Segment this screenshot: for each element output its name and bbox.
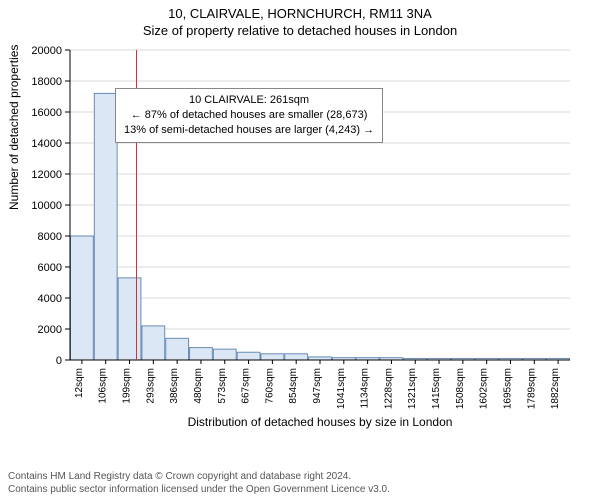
svg-text:854sqm: 854sqm xyxy=(288,368,299,404)
svg-text:760sqm: 760sqm xyxy=(264,368,275,404)
histogram-bar xyxy=(118,278,141,360)
histogram-bar xyxy=(190,348,213,360)
footer-line2: Contains public sector information licen… xyxy=(8,483,390,496)
x-axis-label: Distribution of detached houses by size … xyxy=(188,415,453,429)
annotation-line1: 10 CLAIRVALE: 261sqm xyxy=(124,93,374,108)
histogram-bar xyxy=(166,338,189,360)
annotation-line2: ← 87% of detached houses are smaller (28… xyxy=(124,108,374,123)
svg-text:10000: 10000 xyxy=(31,200,62,212)
svg-text:386sqm: 386sqm xyxy=(169,368,180,404)
svg-text:667sqm: 667sqm xyxy=(241,368,252,404)
annotation-line3: 13% of semi-detached houses are larger (… xyxy=(124,123,374,138)
y-axis-label: Number of detached properties xyxy=(7,45,21,210)
histogram-bar xyxy=(142,326,165,360)
svg-text:0: 0 xyxy=(56,355,62,367)
svg-text:947sqm: 947sqm xyxy=(312,368,323,404)
svg-text:1602sqm: 1602sqm xyxy=(479,368,490,409)
page-title-line1: 10, CLAIRVALE, HORNCHURCH, RM11 3NA xyxy=(0,6,600,21)
svg-text:480sqm: 480sqm xyxy=(193,368,204,404)
histogram-bar xyxy=(94,93,117,360)
histogram-bar xyxy=(213,349,236,360)
histogram-bar xyxy=(285,354,308,360)
svg-text:1415sqm: 1415sqm xyxy=(431,368,442,409)
svg-text:199sqm: 199sqm xyxy=(122,368,133,404)
histogram-bar xyxy=(71,236,94,360)
svg-text:1041sqm: 1041sqm xyxy=(336,368,347,409)
svg-text:14000: 14000 xyxy=(31,138,62,150)
chart-container: 0 2000 4000 6000 8000 10000 12000 14000 16000 180… xyxy=(0,40,600,445)
svg-text:4000: 4000 xyxy=(38,293,62,305)
svg-text:12sqm: 12sqm xyxy=(74,368,85,398)
histogram-bar xyxy=(237,352,260,360)
svg-text:1134sqm: 1134sqm xyxy=(360,368,371,408)
annotation-box: 10 CLAIRVALE: 261sqm ← 87% of detached h… xyxy=(115,88,383,143)
footer-line1: Contains HM Land Registry data © Crown c… xyxy=(8,470,390,483)
page-title-line2: Size of property relative to detached ho… xyxy=(0,23,600,38)
svg-text:2000: 2000 xyxy=(38,324,62,336)
svg-text:12000: 12000 xyxy=(31,169,62,181)
svg-text:573sqm: 573sqm xyxy=(217,368,228,404)
svg-text:8000: 8000 xyxy=(38,231,62,243)
footer-attribution: Contains HM Land Registry data © Crown c… xyxy=(8,470,390,496)
svg-text:1508sqm: 1508sqm xyxy=(455,368,466,409)
svg-text:1228sqm: 1228sqm xyxy=(383,368,394,409)
svg-text:16000: 16000 xyxy=(31,107,62,119)
svg-text:1321sqm: 1321sqm xyxy=(407,368,418,409)
svg-text:293sqm: 293sqm xyxy=(145,368,156,404)
histogram-bar xyxy=(261,354,284,360)
svg-text:1695sqm: 1695sqm xyxy=(502,368,513,409)
svg-text:106sqm: 106sqm xyxy=(98,368,109,404)
svg-text:1789sqm: 1789sqm xyxy=(526,368,537,409)
svg-text:6000: 6000 xyxy=(38,262,62,274)
svg-text:18000: 18000 xyxy=(31,76,62,88)
svg-text:20000: 20000 xyxy=(31,45,62,57)
svg-text:1882sqm: 1882sqm xyxy=(550,368,561,409)
